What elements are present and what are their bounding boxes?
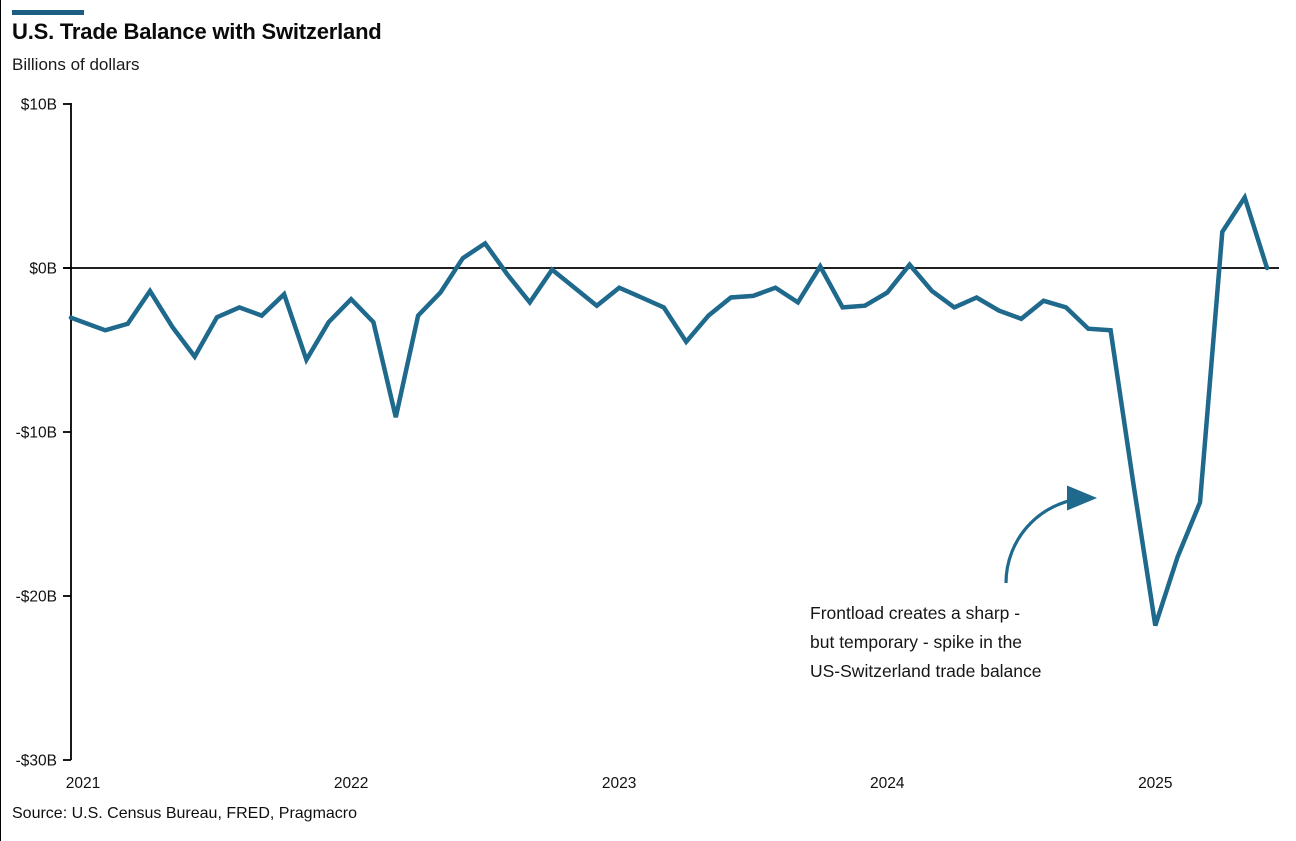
accent-bar	[12, 10, 84, 15]
x-axis: 2021 2022 2023 2024 2025	[66, 775, 1173, 792]
y-tick-label: -$10B	[16, 425, 57, 442]
chart-subtitle: Billions of dollars	[12, 55, 140, 74]
x-tick-label: 2022	[334, 775, 368, 792]
y-tick-label: -$20B	[16, 589, 57, 606]
x-tick-label: 2023	[602, 775, 636, 792]
x-tick-label: 2021	[66, 775, 100, 792]
annotation-line-1: Frontload creates a sharp -	[810, 603, 1021, 623]
y-tick-label: $0B	[29, 261, 57, 278]
y-tick-label: -$30B	[16, 753, 57, 770]
annotation-arrow	[1004, 485, 1098, 584]
annotation-text: Frontload creates a sharp - but temporar…	[810, 599, 1120, 686]
series-line	[68, 192, 1270, 627]
y-axis: $10B $0B -$10B -$20B -$30B	[16, 97, 72, 770]
y-tick-label: $10B	[21, 97, 57, 114]
annotation-line-3: US-Switzerland trade balance	[810, 661, 1042, 681]
x-tick-label: 2024	[870, 775, 905, 792]
annotation-line-2: but temporary - spike in the	[810, 632, 1023, 652]
x-tick-label: 2025	[1138, 775, 1172, 792]
source-note: Source: U.S. Census Bureau, FRED, Pragma…	[12, 805, 358, 822]
chart-title: U.S. Trade Balance with Switzerland	[12, 19, 382, 44]
